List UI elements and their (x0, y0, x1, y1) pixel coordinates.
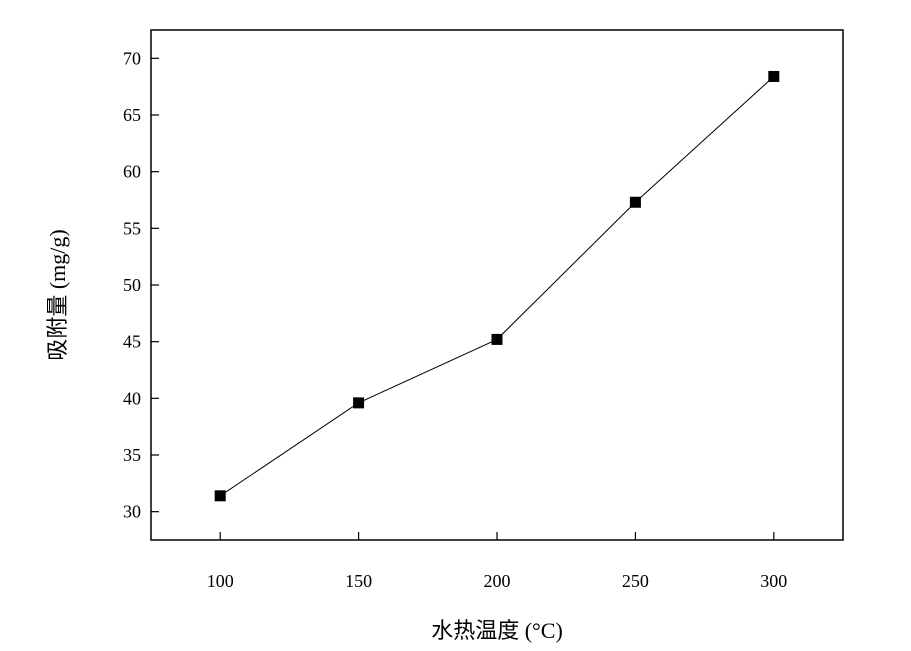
y-tick-label: 40 (123, 388, 141, 408)
data-point (768, 70, 780, 82)
y-tick-label: 70 (123, 48, 141, 68)
y-tick-label: 35 (123, 445, 141, 465)
data-point (353, 397, 365, 409)
plot-frame (150, 29, 844, 541)
series-layer (214, 70, 780, 502)
data-point (491, 333, 503, 345)
x-tick-label: 200 (484, 571, 511, 591)
x-tick-label: 150 (345, 571, 372, 591)
y-tick-label: 50 (123, 275, 141, 295)
y-tick-label: 55 (123, 218, 141, 238)
x-tick-label: 250 (622, 571, 649, 591)
y-tick-label: 45 (123, 332, 141, 352)
data-point (629, 196, 641, 208)
y-tick-label: 60 (123, 162, 141, 182)
y-tick-label: 65 (123, 105, 141, 125)
data-point (214, 490, 226, 502)
x-tick-label: 300 (760, 571, 787, 591)
y-tick-label: 30 (123, 502, 141, 522)
x-axis-title: 水热温度 (°C) (431, 618, 563, 643)
series-line (219, 76, 775, 497)
y-axis: 30 35 40 45 50 55 60 65 70 (123, 48, 159, 522)
x-axis: 100 150 200 250 300 (207, 532, 787, 591)
x-tick-label: 100 (207, 571, 234, 591)
y-axis-title: 吸附量 (mg/g) (45, 229, 70, 360)
